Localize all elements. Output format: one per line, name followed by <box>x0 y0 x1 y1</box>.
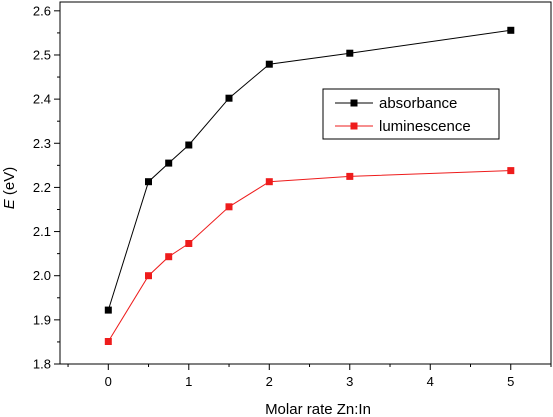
y-tick-label: 2.5 <box>33 47 51 62</box>
legend-entry-absorbance: absorbance <box>335 95 457 112</box>
y-tick-label: 2.2 <box>33 180 51 195</box>
x-tick-label: 1 <box>185 374 192 389</box>
data-point-luminescence <box>145 272 152 280</box>
axis-tick-labels: 0 1 2 3 4 5 1.8 1.9 2.0 2.1 2.2 2.3 2.4 2.5 2.6 <box>33 3 514 389</box>
y-tick-label: 1.9 <box>33 312 51 327</box>
y-axis-title-symbol: E <box>1 198 18 209</box>
data-point-luminescence <box>346 172 354 180</box>
y-tick-label: 2.4 <box>33 92 51 107</box>
data-series <box>104 26 515 345</box>
plot-area-frame <box>59 1 552 365</box>
y-tick-label: 2.1 <box>33 224 51 239</box>
series-absorbance <box>104 26 515 314</box>
y-tick-label: 1.8 <box>33 357 51 372</box>
data-point-luminescence <box>507 167 515 175</box>
data-point-luminescence <box>225 203 233 211</box>
y-tick-label: 2.6 <box>33 3 51 18</box>
legend-marker-luminescence <box>350 122 358 130</box>
x-axis-title: Molar rate Zn:In <box>265 401 371 417</box>
data-point-absorbance <box>346 49 354 57</box>
series-line-absorbance <box>107 29 511 311</box>
x-tick-label: 3 <box>346 374 353 389</box>
axis-titles: Molar rate Zn:In E (eV) <box>1 167 371 417</box>
legend: absorbance luminescence <box>322 88 500 140</box>
series-luminescence <box>104 167 515 345</box>
data-point-luminescence <box>185 240 193 247</box>
x-tick-label: 5 <box>507 374 514 389</box>
y-axis-title-unit: (eV) <box>1 167 18 200</box>
data-point-absorbance <box>165 159 173 167</box>
data-point-absorbance <box>507 26 515 34</box>
legend-box <box>322 88 500 140</box>
data-point-absorbance <box>145 178 152 186</box>
data-point-absorbance <box>265 60 273 68</box>
axis-ticks <box>54 10 552 370</box>
y-tick-label: 2.0 <box>33 268 51 283</box>
y-axis-title: E (eV) <box>1 167 18 210</box>
data-point-luminescence <box>265 178 273 186</box>
plot-frame <box>59 1 552 365</box>
legend-marker-absorbance <box>350 99 358 107</box>
legend-label-luminescence: luminescence <box>379 118 471 135</box>
y-tick-label: 2.3 <box>33 136 51 151</box>
x-tick-label: 4 <box>427 374 434 389</box>
data-point-absorbance <box>185 141 193 149</box>
legend-entry-luminescence: luminescence <box>335 118 471 135</box>
data-point-luminescence <box>104 338 112 345</box>
data-point-luminescence <box>165 253 173 261</box>
data-point-absorbance <box>225 94 233 102</box>
x-tick-label: 0 <box>105 374 112 389</box>
data-point-absorbance <box>104 306 112 314</box>
legend-label-absorbance: absorbance <box>379 95 457 112</box>
x-tick-label: 2 <box>266 374 273 389</box>
